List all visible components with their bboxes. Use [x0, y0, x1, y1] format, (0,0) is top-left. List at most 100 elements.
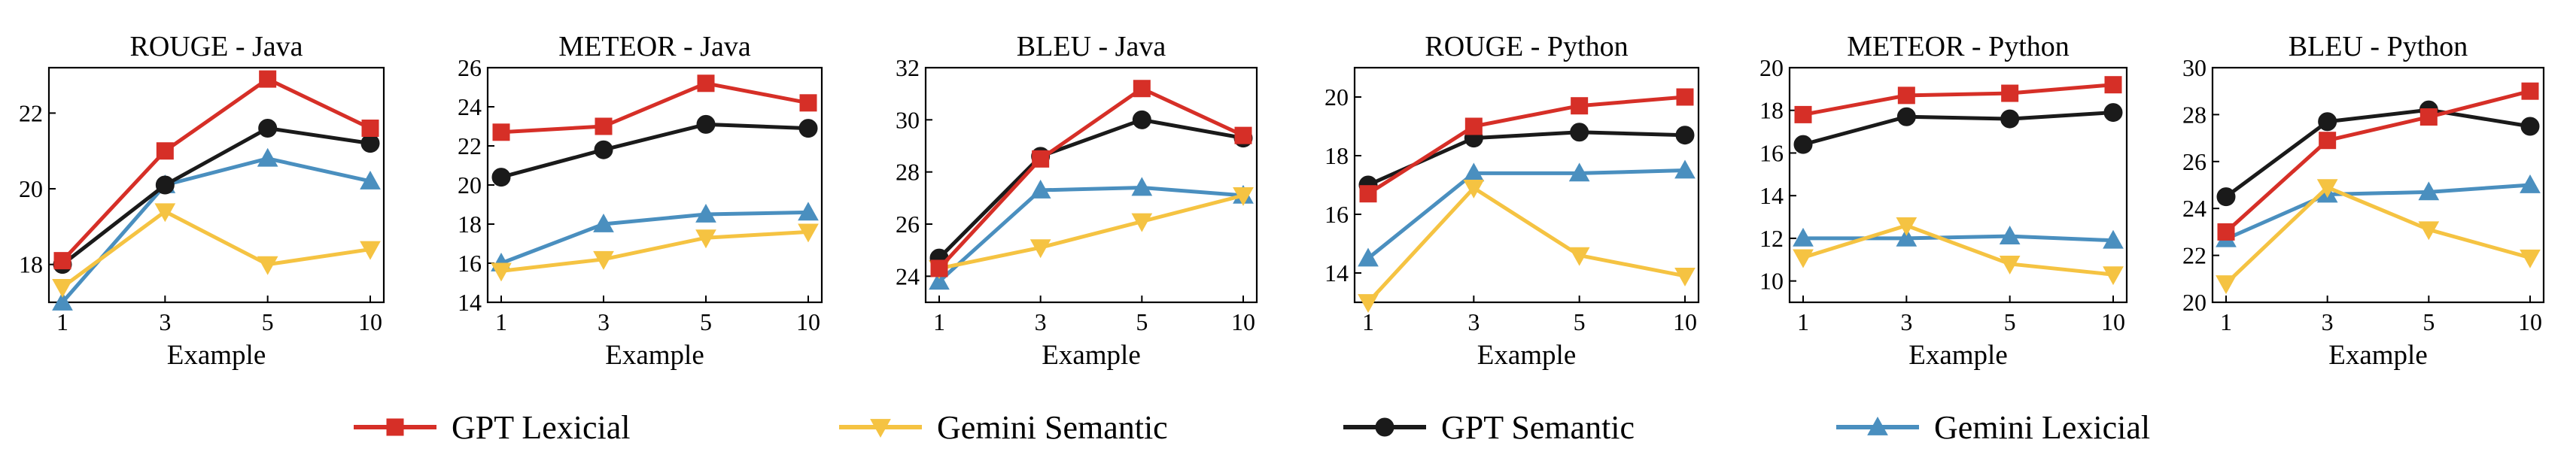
data-point-gpt-lexicial — [156, 142, 174, 160]
data-point-gpt-semantic — [696, 114, 716, 134]
data-point-gpt-lexicial — [799, 94, 817, 112]
data-point-gemini-semantic — [257, 256, 278, 275]
y-tick-label: 18 — [458, 211, 482, 238]
series-gemini-lexicial — [2216, 174, 2541, 247]
x-axis-label: Example — [1477, 340, 1577, 371]
y-tick-label: 20 — [1759, 54, 1784, 81]
legend-item-gemini-lexicial: Gemini Lexicial — [1836, 409, 2150, 446]
series-line-gpt-semantic — [1802, 111, 2114, 147]
data-point-gemini-semantic — [1793, 249, 1814, 268]
chart-title: ROUGE - Java — [129, 31, 303, 62]
data-point-gemini-lexicial — [1793, 227, 1814, 247]
x-tick-label: 5 — [1136, 308, 1148, 335]
series-line-gemini-lexicial — [2225, 183, 2531, 241]
y-tick-label: 30 — [2182, 54, 2206, 81]
data-point-gpt-lexicial — [492, 123, 510, 141]
series-line-gpt-lexicial — [1367, 95, 1686, 196]
data-point-gpt-lexicial — [1234, 126, 1252, 144]
series-gpt-semantic — [2216, 100, 2540, 207]
data-point-gemini-lexicial — [360, 170, 381, 190]
series-gemini-semantic — [1358, 180, 1696, 314]
y-tick-label: 22 — [19, 99, 43, 126]
data-point-gpt-semantic — [2318, 112, 2337, 132]
data-point-gpt-lexicial — [2104, 76, 2122, 94]
y-tick-label: 28 — [896, 159, 920, 186]
series-line-gemini-semantic — [938, 193, 1244, 271]
data-point-gpt-lexicial — [1464, 117, 1483, 135]
data-point-gemini-semantic — [798, 223, 819, 243]
chart-bleu-python: BLEU - Python 20 22 24 26 28 30 1 3 5 10 Example — [2182, 31, 2545, 371]
series-gemini-lexicial — [929, 177, 1254, 290]
legend-label: GPT Lexicial — [452, 409, 630, 446]
data-point-gemini-semantic — [2418, 221, 2440, 241]
x-tick-label: 3 — [1900, 308, 1912, 335]
data-point-gemini-semantic — [1131, 213, 1153, 232]
data-point-gpt-lexicial — [2521, 82, 2539, 100]
data-point-gemini-lexicial — [52, 291, 73, 311]
data-point-gpt-lexicial — [930, 259, 948, 277]
data-point-gemini-lexicial — [593, 213, 614, 232]
y-tick-label: 20 — [1324, 83, 1349, 111]
x-tick-label: 10 — [2101, 308, 2125, 335]
legend: GPT Lexicial Gemini Semantic GPT Semantic G… — [354, 409, 2150, 446]
y-tick-label: 20 — [458, 171, 482, 199]
x-tick-label: 3 — [1467, 308, 1480, 335]
series-gpt-lexicial — [1794, 76, 2122, 123]
legend-marker — [1867, 416, 1888, 435]
data-point-gemini-lexicial — [929, 271, 950, 290]
chart-title: BLEU - Python — [2289, 31, 2468, 62]
y-tick-label: 20 — [2182, 289, 2206, 316]
legend-item-gemini-semantic: Gemini Semantic — [839, 409, 1168, 446]
data-point-gemini-semantic — [2316, 179, 2338, 199]
chart-title: METEOR - Python — [1847, 31, 2070, 62]
data-point-gpt-lexicial — [2217, 223, 2235, 241]
y-tick-label: 18 — [1759, 97, 1784, 124]
data-point-gemini-lexicial — [1358, 247, 1379, 267]
data-point-gpt-semantic — [1793, 135, 1813, 154]
data-point-gemini-semantic — [52, 278, 73, 298]
series-line-gemini-lexicial — [938, 185, 1244, 284]
series-gpt-lexicial — [492, 74, 817, 141]
y-tick-label: 24 — [458, 93, 482, 120]
data-point-gpt-semantic — [1896, 107, 1916, 126]
data-point-gpt-semantic — [258, 119, 278, 138]
data-point-gpt-semantic — [798, 119, 818, 138]
data-point-gpt-semantic — [1570, 123, 1589, 142]
data-point-gemini-semantic — [1999, 256, 2021, 274]
x-axis-label: Example — [2328, 340, 2428, 371]
x-tick-label: 3 — [598, 308, 610, 335]
legend-marker — [386, 418, 404, 436]
chart-meteor-java: METEOR - Java 14 16 18 20 22 24 26 1 3 5 10 Example — [458, 31, 823, 371]
x-tick-label: 1 — [1797, 308, 1809, 335]
data-point-gemini-semantic — [491, 262, 512, 282]
x-tick-label: 3 — [1035, 308, 1047, 335]
chart-meteor-python: METEOR - Python 10 12 14 16 18 20 1 3 5 10 Example — [1759, 31, 2128, 371]
chart-rouge-java: ROUGE - Java 18 20 22 1 3 5 10 Example — [19, 31, 385, 371]
data-point-gpt-lexicial — [1571, 97, 1589, 115]
data-point-gpt-lexicial — [53, 252, 71, 270]
data-point-gemini-semantic — [593, 250, 614, 270]
data-point-gemini-semantic — [1568, 247, 1590, 266]
data-point-gpt-lexicial — [361, 120, 379, 138]
series-line-gpt-semantic — [61, 126, 371, 266]
y-tick-label: 26 — [2182, 148, 2206, 175]
series-line-gpt-lexicial — [938, 86, 1245, 270]
y-tick-label: 24 — [896, 262, 920, 290]
series-gemini-lexicial — [1358, 159, 1696, 267]
y-tick-label: 18 — [19, 251, 43, 278]
data-point-gemini-lexicial — [257, 147, 278, 167]
data-point-gemini-lexicial — [1029, 179, 1051, 199]
data-point-gemini-semantic — [1896, 217, 1918, 236]
y-tick-label: 22 — [2182, 242, 2206, 269]
data-point-gpt-lexicial — [2419, 108, 2438, 126]
series-gpt-lexicial — [2217, 82, 2539, 241]
data-point-gemini-semantic — [2216, 275, 2237, 295]
data-point-gpt-semantic — [2103, 103, 2123, 123]
data-point-gemini-lexicial — [2103, 229, 2124, 249]
chart-bleu-java: BLEU - Java 24 26 28 30 32 1 3 5 10 Example — [896, 31, 1258, 371]
y-tick-label: 14 — [458, 289, 482, 316]
series-line-gemini-semantic — [1367, 186, 1686, 304]
series-gemini-semantic — [1793, 217, 2124, 286]
series-line-gemini-semantic — [500, 229, 809, 273]
